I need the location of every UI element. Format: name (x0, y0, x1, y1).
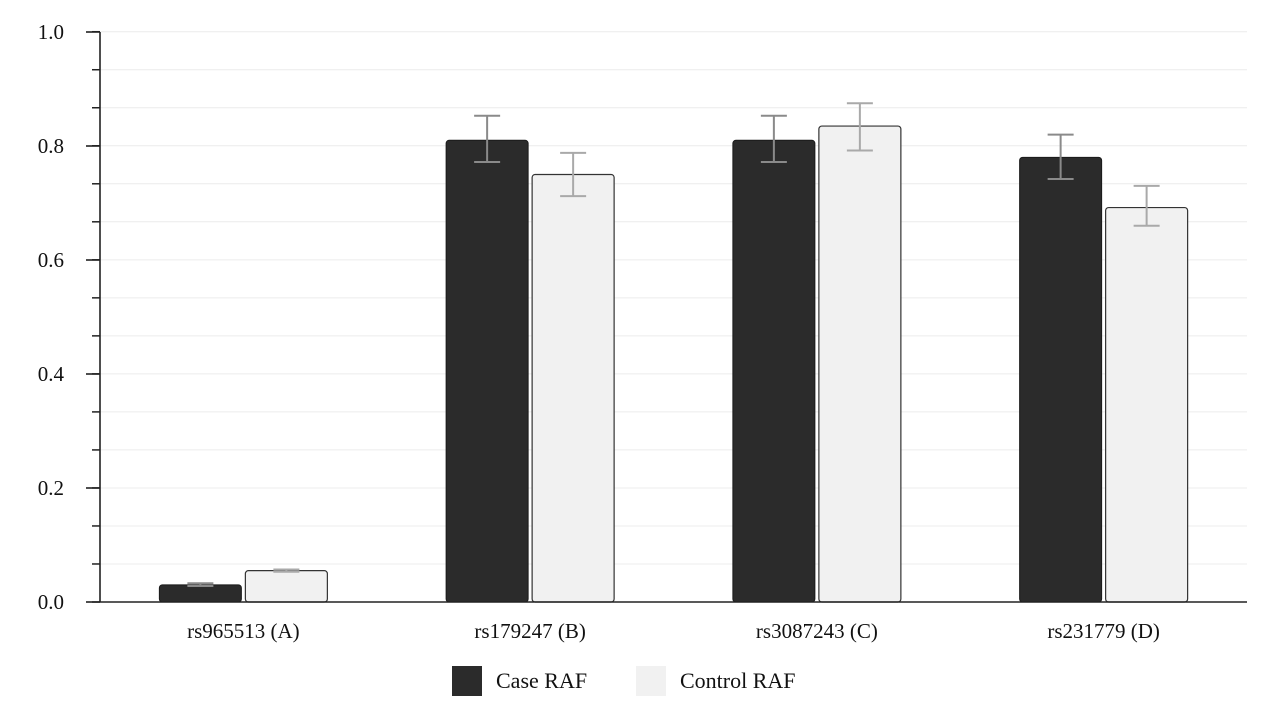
error-bars (187, 102, 1160, 588)
bar-case (732, 139, 816, 603)
y-tick-label: 0.0 (38, 590, 64, 614)
y-tick-label: 0.6 (38, 248, 64, 272)
x-tick-label: rs965513 (A) (187, 619, 300, 643)
axis-labels: 0.0 0.2 0.4 0.6 0.8 1.0 rs965513 (A) rs179247 (… (38, 20, 1160, 643)
legend-label-case: Case RAF (496, 668, 588, 693)
x-tick-label: rs231779 (D) (1047, 619, 1160, 643)
y-tick-label: 1.0 (38, 20, 64, 44)
legend-swatch-control (636, 666, 666, 696)
bar-control (1105, 206, 1189, 603)
y-tick-label: 0.8 (38, 134, 64, 158)
bar-case (445, 139, 529, 603)
bar-control (531, 173, 615, 603)
bar-case (1019, 156, 1103, 603)
x-tick-label: rs179247 (B) (474, 619, 585, 643)
x-tick-label: rs3087243 (C) (756, 619, 878, 643)
bar-control (818, 125, 902, 603)
legend-item-case: Case RAF (452, 664, 587, 698)
bars (158, 125, 1189, 603)
legend-label-control: Control RAF (680, 668, 796, 693)
legend: Case RAF Control RAF (0, 664, 1280, 698)
grid-lines (100, 31, 1247, 603)
axes (86, 30, 1247, 603)
y-tick-label: 0.2 (38, 476, 64, 500)
y-tick-label: 0.4 (38, 362, 65, 386)
legend-swatch-case (452, 666, 482, 696)
bar-control (244, 570, 328, 603)
bar-case (158, 584, 242, 603)
legend-item-control: Control RAF (636, 664, 796, 698)
